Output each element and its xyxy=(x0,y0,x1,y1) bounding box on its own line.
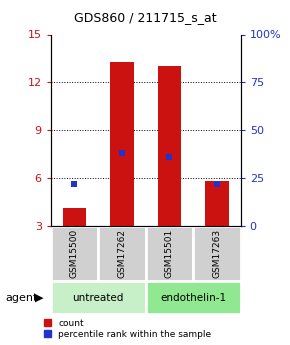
Bar xyxy=(193,226,241,281)
Bar xyxy=(63,208,86,226)
Bar xyxy=(110,62,134,226)
Text: ▶: ▶ xyxy=(35,293,43,303)
Bar xyxy=(146,281,241,314)
Text: GDS860 / 211715_s_at: GDS860 / 211715_s_at xyxy=(74,11,216,24)
Bar xyxy=(205,181,229,226)
Bar xyxy=(157,66,181,226)
Text: GSM15500: GSM15500 xyxy=(70,229,79,278)
Text: GSM17263: GSM17263 xyxy=(213,229,222,278)
Text: GSM17262: GSM17262 xyxy=(117,229,126,278)
Text: GSM15501: GSM15501 xyxy=(165,229,174,278)
Text: endothelin-1: endothelin-1 xyxy=(160,293,226,303)
Bar xyxy=(51,226,98,281)
Bar xyxy=(98,226,146,281)
Legend: count, percentile rank within the sample: count, percentile rank within the sample xyxy=(42,317,213,341)
Text: untreated: untreated xyxy=(72,293,124,303)
Bar xyxy=(51,281,146,314)
Bar xyxy=(146,226,193,281)
Text: agent: agent xyxy=(6,293,38,303)
